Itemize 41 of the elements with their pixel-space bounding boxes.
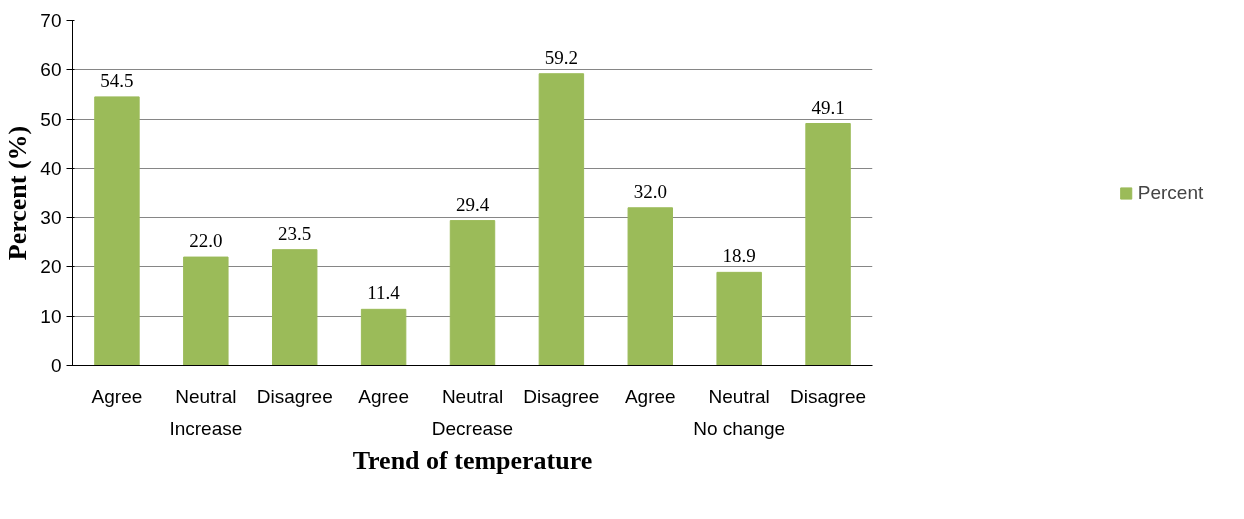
x-axis-title: Trend of temperature bbox=[352, 445, 593, 475]
x-tick-label: Neutral bbox=[708, 385, 770, 407]
data-label: 11.4 bbox=[367, 282, 401, 304]
bar bbox=[449, 220, 496, 366]
y-tick-label: 0 bbox=[50, 355, 62, 376]
y-tick-label: 20 bbox=[40, 256, 62, 278]
x-tick-label: Disagree bbox=[256, 385, 333, 407]
bar bbox=[716, 271, 762, 366]
data-label: 32.0 bbox=[633, 180, 667, 202]
data-label: 18.9 bbox=[722, 245, 756, 267]
bar bbox=[272, 249, 318, 366]
x-tick-label: Neutral bbox=[175, 385, 237, 407]
y-tick-label: 40 bbox=[40, 157, 62, 179]
data-label: 23.5 bbox=[278, 222, 312, 244]
legend-label: Percent bbox=[1137, 181, 1204, 204]
x-tick-label: Neutral bbox=[441, 385, 504, 407]
bar bbox=[627, 207, 673, 366]
y-tick-label: 10 bbox=[40, 305, 62, 327]
x-tick-label: Disagree bbox=[790, 385, 867, 407]
y-tick-label: 70 bbox=[40, 10, 62, 31]
y-tick-label: 60 bbox=[40, 59, 62, 81]
x-tick-label: Agree bbox=[358, 385, 409, 407]
bar bbox=[94, 96, 140, 366]
bar bbox=[538, 73, 585, 366]
data-label: 59.2 bbox=[544, 46, 579, 68]
y-tick-label: 50 bbox=[40, 108, 62, 130]
data-label: 49.1 bbox=[811, 96, 845, 118]
bar bbox=[183, 256, 229, 366]
bar bbox=[360, 308, 407, 366]
x-tick-label: Disagree bbox=[523, 385, 600, 407]
text: Increase bbox=[169, 417, 243, 439]
text: Decrease bbox=[431, 417, 514, 439]
data-label: 29.4 bbox=[455, 193, 490, 215]
y-tick-label: 30 bbox=[40, 207, 62, 229]
data-label: 54.5 bbox=[100, 69, 134, 91]
x-tick-label: Agree bbox=[91, 385, 143, 407]
data-label: 22.0 bbox=[189, 230, 223, 252]
bar bbox=[805, 123, 851, 366]
text: No change bbox=[693, 417, 786, 439]
y-axis-title: Percent (%) bbox=[3, 125, 33, 261]
x-tick-label: Agree bbox=[624, 385, 676, 407]
